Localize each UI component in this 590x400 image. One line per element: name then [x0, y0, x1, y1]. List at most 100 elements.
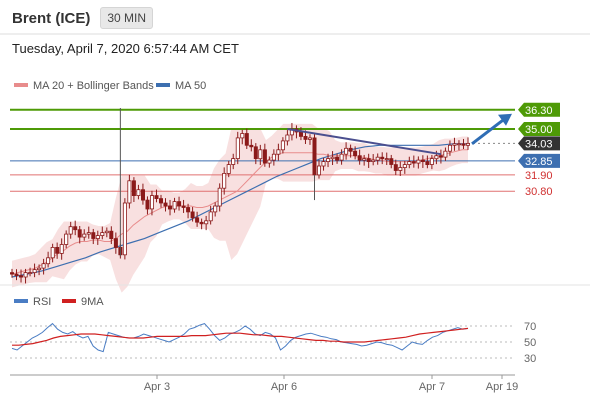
candle-body: [213, 205, 218, 213]
rsi-tick-50: 50: [524, 337, 536, 349]
price-tag-35.00: 35.00: [525, 124, 553, 136]
candle-body: [316, 165, 321, 176]
candle-body: [208, 211, 213, 222]
ma50-legend-label: MA 50: [175, 80, 206, 92]
candle-body: [240, 133, 245, 139]
price-tag-34.03: 34.03: [525, 138, 553, 150]
trendline: [287, 128, 442, 156]
candle-body: [127, 180, 132, 204]
candle-body: [411, 161, 416, 164]
candle-body: [348, 147, 353, 152]
candle-body: [91, 232, 96, 239]
candle-body: [145, 199, 150, 210]
candle-body: [18, 275, 23, 278]
candle-body: [28, 272, 33, 275]
candle-body: [37, 267, 42, 271]
price-tag-32.85-bg: [518, 153, 560, 168]
candle-body: [303, 135, 308, 140]
candle-body: [461, 143, 466, 146]
timestamp: Tuesday, April 7, 2020 6:57:44 AM CET: [12, 41, 239, 56]
candle-body: [312, 137, 317, 176]
rsi-pane: 70 50 30: [10, 321, 536, 365]
price-legend: MA 20 + Bollinger Bands MA 50: [14, 80, 206, 92]
candle-body: [9, 272, 14, 275]
rsi-ma-legend-swatch: [62, 299, 76, 303]
candle-body: [353, 150, 358, 156]
candle-body: [154, 195, 159, 200]
candle-body: [407, 161, 412, 166]
candle-body: [402, 164, 407, 169]
candle-body: [50, 246, 55, 259]
candle-body: [64, 233, 69, 245]
candle-body: [131, 180, 136, 197]
candle-body: [330, 156, 335, 160]
instrument-title: Brent (ICE): [12, 9, 91, 27]
candle-body: [167, 205, 172, 210]
candle-body: [366, 158, 371, 163]
candle-body: [371, 159, 376, 163]
candle-body: [95, 235, 100, 240]
candle-body: [23, 272, 28, 278]
candle-body: [77, 229, 82, 238]
bollinger-band: [12, 123, 468, 293]
candle-body: [326, 158, 331, 163]
candle-body: [82, 233, 87, 238]
candle-body: [434, 155, 439, 160]
price-tag-30.80: 30.80: [525, 186, 553, 198]
candle-body: [452, 143, 457, 146]
rsi-tick-70: 70: [524, 321, 536, 333]
candle-body: [280, 140, 285, 151]
candle-body: [335, 156, 340, 161]
price-tag-35.00-bg: [518, 122, 560, 137]
candle-body: [276, 149, 281, 155]
candle-body: [177, 201, 182, 207]
title-row: Brent (ICE) 30 MIN: [0, 6, 154, 30]
candle-body: [321, 161, 326, 167]
rsi-legend: RSI 9MA: [14, 296, 104, 308]
price-pane: 36.30 35.00 34.03 32.85 31.90 30.80: [9, 102, 560, 293]
candle-body: [195, 217, 200, 223]
candle-body: [456, 143, 461, 146]
candle-body: [357, 155, 362, 161]
candle-body: [429, 158, 434, 165]
candle-body: [158, 198, 163, 204]
rsi-ma-legend-label: 9MA: [81, 296, 104, 308]
x-tick-label: Apr 6: [271, 381, 297, 393]
price-tag-32.85: 32.85: [525, 156, 553, 168]
candle-body: [389, 158, 394, 165]
candle-body: [253, 146, 258, 160]
candle-body: [398, 167, 403, 171]
candle-body: [136, 189, 141, 196]
candle-body: [244, 133, 249, 146]
candle-body: [59, 244, 64, 254]
candle-body: [55, 246, 60, 254]
candle-body: [104, 230, 109, 234]
candle-body: [14, 273, 19, 277]
candle-body: [384, 158, 389, 161]
candle-body: [380, 156, 385, 160]
x-tick-label: Apr 3: [144, 381, 170, 393]
candle-body: [443, 150, 448, 158]
price-tag-36.30: 36.30: [525, 105, 553, 117]
ma20-legend-swatch: [14, 83, 28, 87]
candle-body: [32, 269, 37, 274]
candle-body: [113, 238, 118, 248]
candle-body: [416, 159, 421, 164]
candle-body: [298, 131, 303, 137]
candle-body: [258, 149, 263, 160]
x-tick-label: Apr 19: [486, 381, 518, 393]
timeframe-badge[interactable]: 30 MIN: [100, 7, 154, 29]
candle-body: [362, 158, 367, 161]
rsi-legend-swatch: [14, 299, 28, 303]
candle-body: [344, 147, 349, 155]
candle-body: [204, 220, 209, 225]
candle-body: [46, 257, 51, 265]
candle-body: [267, 159, 272, 164]
price-tag-31.90: 31.90: [525, 170, 553, 182]
candle-body: [140, 189, 145, 201]
candle-body: [271, 153, 276, 161]
rsi-ma-line: [12, 327, 469, 346]
projection-arrow: [471, 116, 507, 146]
candle-body: [217, 187, 222, 207]
